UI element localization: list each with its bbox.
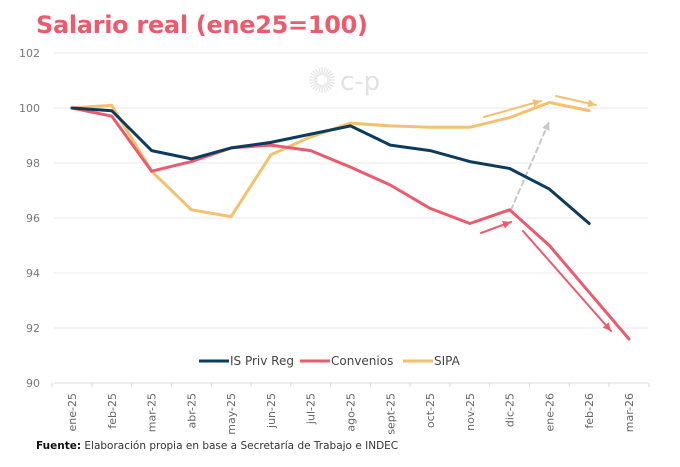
watermark-sun-ray [325,70,332,77]
grid-lines [54,52,648,384]
series-line-is-priv-reg [70,106,591,225]
watermark-sun-ray [322,67,326,76]
x-tick-label: ene-26 [543,393,556,431]
x-tick-label: abr-25 [185,393,198,429]
y-tick-label: 100 [19,102,40,115]
annotation-arrow-gap-head [542,122,550,131]
x-tick-label: feb-26 [583,393,596,429]
source-note: Fuente: Elaboración propia en base a Sec… [36,440,398,452]
watermark-sun-ray [326,81,334,88]
y-tick-label: 92 [26,322,40,335]
watermark-sun-ray [312,70,319,77]
watermark-sun-ray [326,80,335,84]
x-tick-label: may-25 [225,393,238,435]
y-axis: 90 92 94 96 98 100 102 [19,47,40,390]
x-axis: ene-25 feb-25 mar-25 abr-25 may-25 jun-25 jul-… [51,383,650,435]
watermark-sun-ray [318,84,322,93]
watermark-logo: c-p [309,67,380,97]
y-tick-label: 102 [19,47,40,60]
x-tick-label: nov-25 [464,393,477,431]
watermark-sun-ray [318,67,322,76]
watermark-sun-ray [312,83,319,90]
watermark-sun-ray [322,84,326,93]
x-tick-label: ene-25 [66,393,79,431]
y-tick-label: 94 [26,267,40,280]
annotation-arrow-convenios-down [522,230,612,332]
watermark-sun-ray [323,84,330,92]
source-text: Elaboración propia en base a Secretaría … [81,440,399,452]
x-tick-label: ago-25 [345,393,358,432]
x-tick-label: jun-25 [265,393,278,429]
watermark-sun-ray [310,72,318,79]
series-lines [70,101,631,341]
legend-label: SIPA [434,354,461,368]
x-tick-label: jul-25 [305,393,318,425]
watermark-sun-ray [309,76,318,80]
annotation-arrow-gap [510,121,550,211]
x-tick-label: oct-25 [424,393,437,428]
watermark-sun-ray [314,84,321,92]
watermark-sun-ray [310,81,318,88]
x-tick-label: sept-25 [384,393,397,435]
watermark-sun-ray [309,80,318,84]
annotation-arrow-convenios-up-head [502,220,511,229]
watermark-sun-ray [326,72,334,79]
annotation-arrow-convenios-down-head [602,322,611,331]
legend-label: IS Priv Reg [230,354,294,368]
y-tick-label: 90 [26,377,40,390]
legend-label: Convenios [331,354,393,368]
y-tick-label: 96 [26,212,40,225]
watermark-sun-ray [325,83,332,90]
legend: IS Priv Reg Convenios SIPA [199,354,461,368]
annotation-arrow-sipa-up [483,100,542,118]
watermark-text: c-p [340,67,380,97]
y-tick-label: 98 [26,157,40,170]
annotation-arrow-sipa-up-head [532,99,541,108]
annotation-arrow-sipa-down-head [587,99,596,108]
watermark-sun-ray [314,68,321,76]
x-tick-label: dic-25 [504,393,517,427]
source-label: Fuente: [36,440,82,452]
x-tick-label: feb-25 [106,393,119,429]
x-tick-label: mar-25 [146,393,159,432]
watermark-sun-ray [323,68,330,76]
series-line-convenios [70,106,631,341]
chart-title: Salario real (ene25=100) [36,11,368,39]
x-tick-label: mar-26 [623,393,636,432]
watermark-sun-ray [326,76,335,80]
annotations [480,95,612,332]
